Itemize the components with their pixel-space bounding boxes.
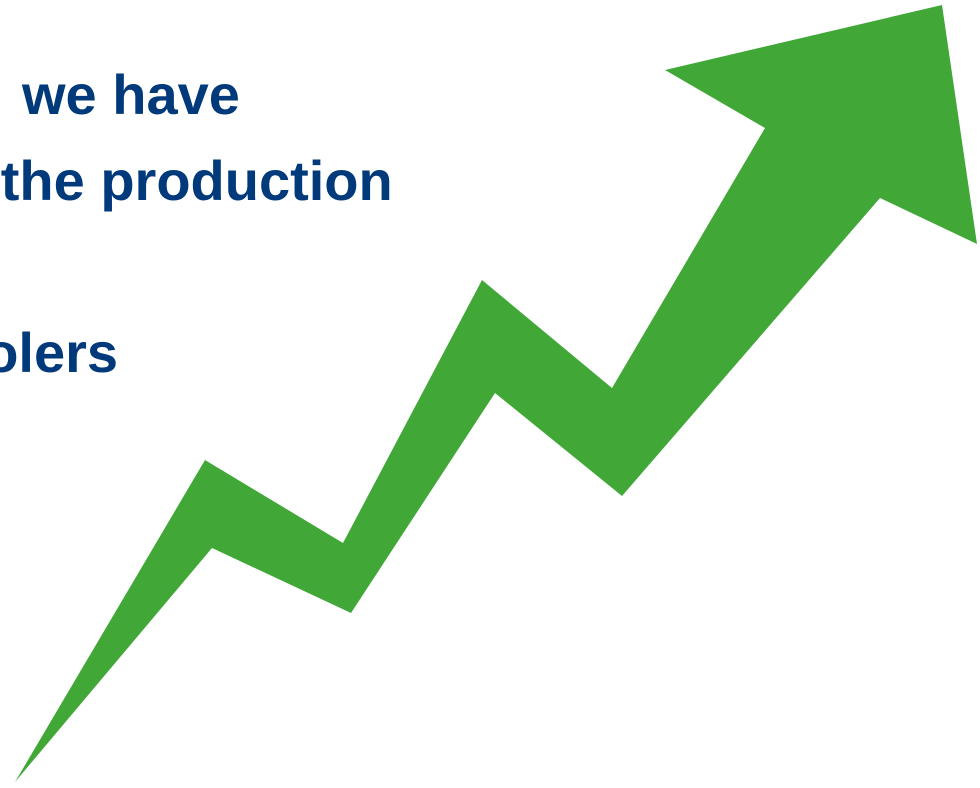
text-line-1: we have bbox=[22, 63, 240, 126]
arrow-shape bbox=[15, 5, 977, 782]
text-line-4: oolers bbox=[0, 321, 119, 384]
text-line-2: d the production bbox=[0, 149, 393, 212]
